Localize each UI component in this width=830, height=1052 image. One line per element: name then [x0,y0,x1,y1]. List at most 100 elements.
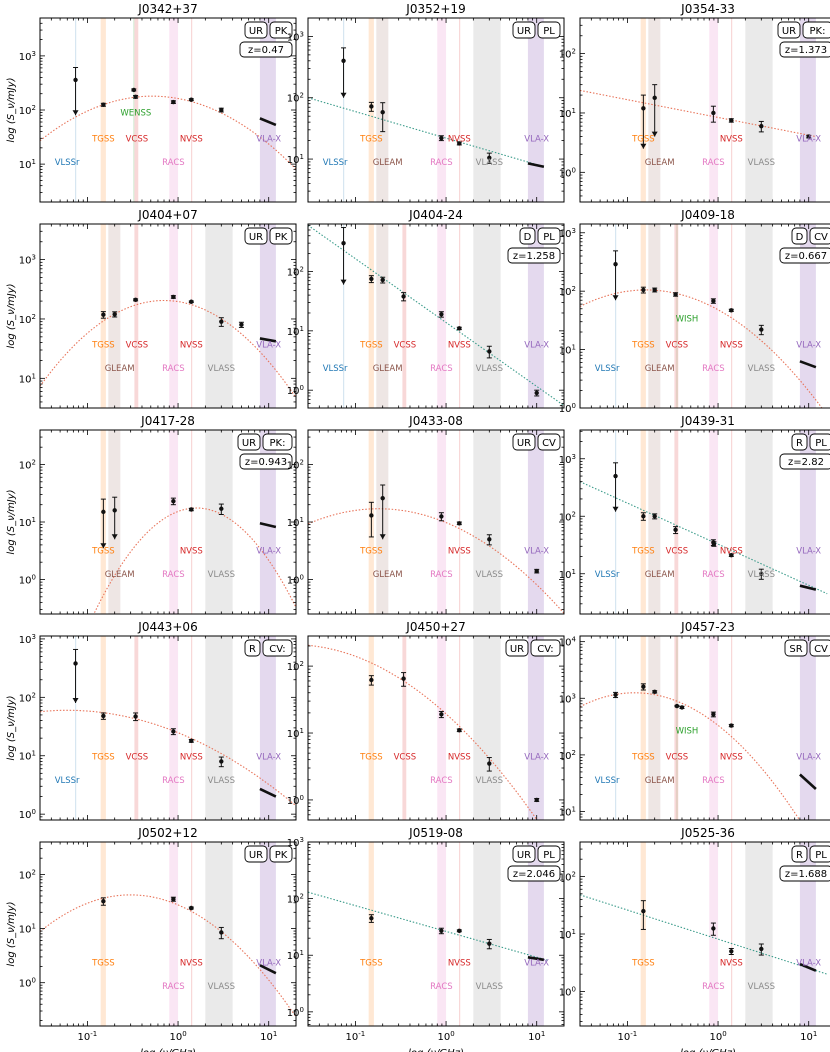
fit-curve [580,692,801,820]
band-VCSS [134,224,139,408]
survey-label-VCSS: VCSS [666,752,689,762]
band-VLASS [205,224,233,408]
tick-label: 101 [19,923,36,936]
data-point [369,677,374,683]
tick-label: 10-1 [346,1030,366,1043]
data-point [101,713,106,719]
data-point [759,327,764,332]
data-point [457,141,462,146]
survey-label-VLA-X: VLA-X [256,546,281,556]
panel-frame [579,223,830,409]
survey-label-VCSS: VCSS [394,340,417,350]
data-point [133,94,138,100]
morph-tag [791,845,808,863]
tick-label: 100 [709,1030,726,1043]
tick-label: 102 [559,48,576,61]
data-point [189,905,194,911]
tick-label: 103 [559,227,576,240]
tick-label: 102 [19,313,36,326]
survey-label-VLASS: VLASS [476,364,503,374]
panel-title: J0404+07 [137,208,197,222]
survey-label-RACS: RACS [702,982,725,992]
band-RACS [169,842,179,1026]
morph-tag-text: R [796,850,803,861]
survey-label-GLEAM: GLEAM [373,364,403,374]
fit-curve [580,894,828,975]
survey-label-RACS: RACS [430,364,453,374]
band-VLA-X [259,18,276,202]
spectral-tag-text: PK [275,232,288,243]
morph-tag-text: D [524,232,532,243]
band-VLA-X [259,842,276,1026]
survey-label-GLEAM: GLEAM [373,158,403,168]
panel-frame [39,635,297,821]
morph-tag [512,21,536,39]
panel-frame [39,841,297,1027]
spectral-tag-text: PL [543,232,555,243]
data-point [401,294,406,299]
panel-frame [307,635,565,821]
survey-label-VLA-X: VLA-X [256,340,281,350]
morph-tag [784,639,808,657]
tick-label: 100 [19,977,36,990]
band-NVSS [191,224,193,408]
fit-curve [40,95,296,170]
data-point [380,277,385,283]
spectral-tag-text: CV [542,438,556,449]
limit-arrow [612,506,619,512]
spectral-tag-text: PK [275,26,288,37]
tick-label: 100 [287,1006,304,1019]
spectral-tag [530,639,561,657]
tick-label: 101 [559,344,576,357]
data-point [369,104,374,109]
panel-frame [307,223,565,409]
tick-label: 101 [287,325,304,338]
limit-arrow [651,131,658,137]
survey-label-NVSS: NVSS [180,134,203,144]
limit-arrow [72,110,79,116]
data-point [133,714,138,719]
data-point [439,312,444,317]
survey-label-GLEAM: GLEAM [105,364,135,374]
band-VLA-X [799,842,816,1026]
band-TGSS [640,430,646,614]
panel-J0354-33: TGSS GLEAM RACS NVSS VLASS VLA-X 100 101 102 J035… [559,2,830,203]
survey-label-VLSSr: VLSSr [595,776,620,786]
data-point [613,261,618,267]
panel-J0450+27: TGSS VCSS RACS NVSS VLASS VLA-X 100 101 102 J0450… [287,620,565,821]
survey-label-NVSS: NVSS [180,340,203,350]
panel-title: J0433-08 [408,414,463,428]
band-NVSS [459,224,461,408]
panel-title: J0342+37 [137,2,197,16]
band-RACS [169,224,179,408]
survey-label-VLA-X: VLA-X [524,134,549,144]
survey-label-VLA-X: VLA-X [796,340,821,350]
tick-label: 102 [19,459,36,472]
survey-label-VLA-X: VLA-X [524,546,549,556]
band-VLSSr [615,636,617,820]
survey-label-VLASS: VLASS [208,776,235,786]
survey-label-RACS: RACS [430,776,453,786]
tick-label: 102 [287,459,304,472]
spectral-tag-text: CV: [269,644,285,655]
survey-label-RACS: RACS [162,364,185,374]
data-point [487,941,492,946]
spectral-tag [809,639,830,657]
data-point [219,319,224,324]
panel-J0443+06: VLSSr TGSS VCSS RACS NVSS VLASS VLA-X 100 101 102… [6,620,297,821]
inband-spectrum [799,773,817,790]
tick-label: 101 [287,516,304,529]
survey-label-GLEAM: GLEAM [373,570,403,580]
data-point [219,107,224,113]
morph-tag-text: D [796,232,804,243]
survey-label-TGSS: TGSS [91,752,115,762]
tick-label: 101 [800,1030,817,1043]
panel-title: J0417-28 [140,414,195,428]
survey-label-TGSS: TGSS [91,546,115,556]
survey-label-RACS: RACS [162,158,185,168]
plot-area [580,18,816,202]
plot-area [308,18,545,202]
band-VLASS [745,224,773,408]
data-point [711,541,717,547]
band-NVSS [191,18,193,202]
